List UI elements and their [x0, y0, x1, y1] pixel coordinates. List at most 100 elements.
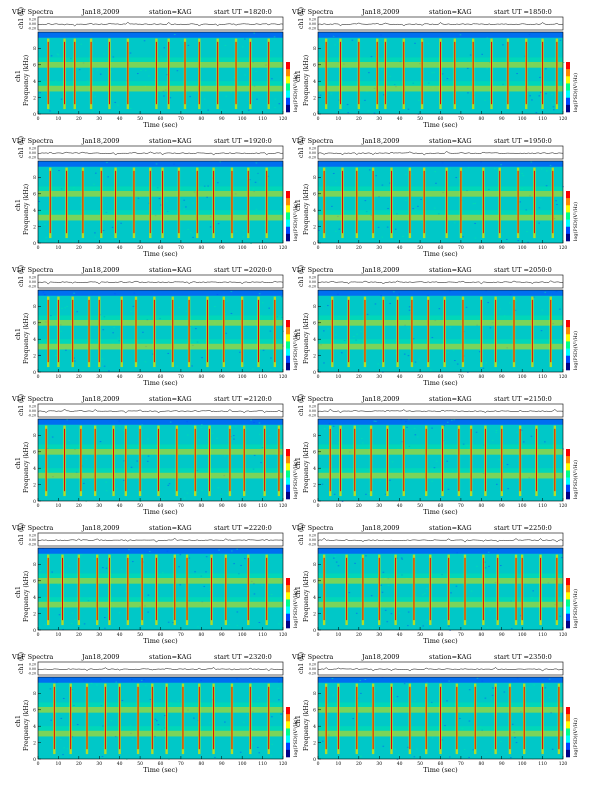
colorbar-segment — [566, 721, 570, 729]
spectrogram-speckle — [545, 93, 547, 95]
spectrogram-speckle — [129, 725, 132, 727]
spectrogram-speckle — [58, 169, 60, 171]
spectrogram-speckle — [242, 229, 245, 231]
sferic-burst-core — [86, 686, 88, 750]
y-axis-label: Frequency (kHz) — [303, 184, 310, 235]
emission-band — [38, 214, 283, 221]
spectrogram-panel-11: VLF Spectra Jan18,2009 station=KAG start UT… — [11, 652, 299, 774]
spectrogram-speckle — [251, 742, 254, 744]
sferic-burst-core — [454, 41, 456, 105]
colorbar-segment — [566, 69, 570, 77]
colorbar-segment — [286, 327, 290, 335]
spectrogram-speckle — [548, 696, 551, 698]
y-tick-label: 4 — [313, 466, 316, 472]
x-tick-label: 80 — [478, 374, 484, 380]
spectrogram-speckle — [71, 736, 74, 738]
colorbar-segment — [286, 191, 290, 199]
spectrogram-speckle — [224, 45, 227, 47]
spectrogram-speckle — [465, 306, 468, 308]
spectrogram-speckle — [449, 290, 451, 292]
spectrogram-speckle — [438, 750, 440, 752]
sferic-burst-core — [225, 557, 227, 621]
channel-label: ch1 — [294, 199, 302, 211]
emission-band-halo — [38, 210, 283, 215]
colorbar-label: log(PSD)(V²/Hz) — [572, 73, 579, 112]
spectrogram-speckle — [476, 565, 478, 567]
spectrogram-speckle — [66, 305, 68, 307]
sferic-burst-core — [70, 686, 72, 750]
spectrogram-speckle — [187, 434, 189, 436]
emission-band — [318, 319, 563, 326]
y-tick-label: 8 — [33, 562, 36, 568]
colorbar-segment — [286, 320, 290, 328]
colorbar-segment — [566, 62, 570, 70]
trace-axis-label: ch1 (V) — [298, 652, 305, 674]
sferic-burst-core — [354, 428, 356, 492]
y-tick-label: 6 — [313, 708, 316, 714]
spectrogram-speckle — [394, 698, 397, 700]
x-tick-label: 50 — [417, 503, 423, 509]
spectrogram-speckle — [147, 594, 150, 596]
panel-start-time: start UT =2050:0 — [494, 266, 552, 274]
colorbar-label: log(PSD)(V²/Hz) — [292, 460, 299, 499]
sferic-burst-core — [229, 428, 231, 492]
spectrogram-speckle — [335, 737, 338, 739]
x-tick-label: 120 — [559, 245, 568, 251]
high-frequency-noise-band — [318, 161, 563, 167]
x-tick-label: 110 — [258, 374, 267, 380]
spectrogram-speckle — [526, 454, 529, 456]
x-tick-label: 110 — [538, 245, 547, 251]
spectrogram-speckle — [514, 737, 516, 739]
spectrogram-speckle — [544, 291, 547, 293]
sferic-burst-core — [241, 299, 243, 363]
spectrogram-speckle — [555, 290, 558, 292]
spectrogram-speckle — [365, 555, 367, 557]
trace-tick-label: 0.00 — [309, 409, 316, 413]
x-axis-label: Time (sec) — [423, 508, 458, 516]
waveform-frame — [37, 274, 284, 289]
spectrogram-speckle — [148, 75, 150, 77]
channel-label: ch1 — [14, 70, 22, 82]
spectrogram-speckle — [114, 293, 116, 295]
spectrogram-speckle — [251, 559, 253, 561]
sferic-burst-core — [127, 41, 129, 105]
emission-band — [38, 190, 283, 197]
sferic-burst-core — [429, 557, 431, 621]
emission-band-halo — [38, 468, 283, 473]
spectrogram-speckle — [182, 111, 184, 113]
colorbar-segment — [566, 456, 570, 464]
spectrogram-speckle — [262, 494, 264, 496]
spectrogram-speckle — [112, 332, 114, 334]
spectrogram-speckle — [503, 691, 506, 693]
spectrogram-speckle — [474, 202, 477, 204]
sferic-burst-core — [425, 428, 427, 492]
spectrogram-speckle — [130, 679, 133, 681]
spectrogram-speckle — [217, 487, 220, 489]
spectrogram-speckle — [486, 37, 489, 39]
high-frequency-noise-band — [38, 32, 283, 38]
spectrogram-speckle — [420, 198, 422, 200]
sferic-burst-core — [409, 686, 411, 750]
sferic-burst-core — [153, 299, 155, 363]
colorbar-label: log(PSD)(V²/Hz) — [292, 202, 299, 241]
spectrogram-speckle — [194, 571, 196, 573]
sferic-burst-core — [268, 41, 270, 105]
y-tick-label: 4 — [313, 79, 316, 85]
spectrogram-speckle — [377, 226, 380, 228]
spectrogram-speckle — [39, 570, 42, 572]
spectrogram-speckle — [474, 237, 477, 239]
spectrogram-speckle — [137, 197, 140, 199]
spectrogram-speckle — [480, 161, 482, 163]
y-tick-label: 2 — [313, 353, 316, 359]
x-tick-label: 20 — [356, 632, 362, 638]
sferic-burst-core — [513, 299, 515, 363]
x-tick-label: 40 — [117, 245, 123, 251]
spectrogram-speckle — [560, 557, 563, 559]
spectrogram-speckle — [410, 173, 413, 175]
sferic-burst-core — [127, 557, 129, 621]
waveform-trace — [318, 280, 564, 285]
spectrogram-speckle — [54, 80, 57, 82]
colorbar-segment — [286, 449, 290, 457]
spectrogram-speckle — [193, 717, 195, 719]
spectrogram-speckle — [413, 756, 416, 758]
